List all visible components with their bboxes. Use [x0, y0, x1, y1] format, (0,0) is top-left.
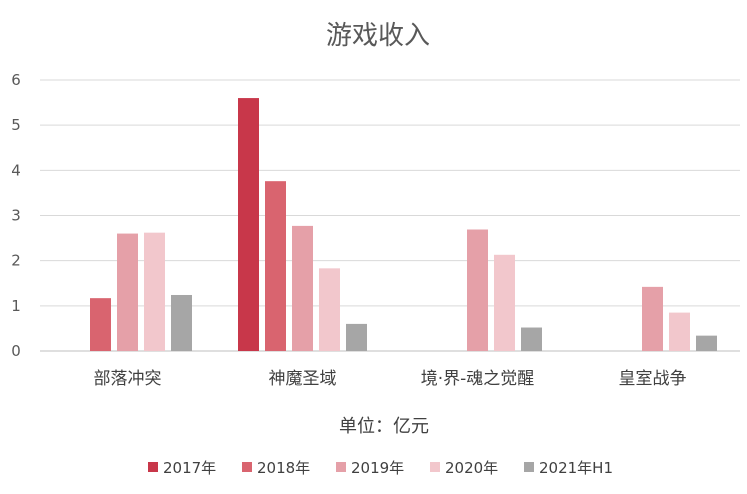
- legend-swatch: [430, 462, 440, 472]
- bar: [521, 327, 542, 351]
- bar: [696, 335, 717, 351]
- x-tick-label: 神魔圣域: [269, 369, 337, 389]
- bar: [346, 323, 367, 351]
- bar: [238, 98, 259, 351]
- unit-label: 单位：亿元: [339, 416, 429, 437]
- legend-label: 2021年H1: [539, 459, 613, 477]
- y-tick-label: 0: [11, 342, 21, 360]
- legend-label: 2018年: [257, 459, 310, 477]
- y-tick-label: 4: [11, 161, 21, 179]
- bar: [319, 268, 340, 351]
- bar: [90, 298, 111, 351]
- y-tick-label: 6: [11, 71, 21, 89]
- bar: [265, 181, 286, 351]
- bar: [117, 233, 138, 351]
- legend-swatch: [524, 462, 534, 472]
- y-tick-label: 1: [11, 297, 21, 315]
- legend-label: 2020年: [445, 459, 498, 477]
- legend-swatch: [242, 462, 252, 472]
- y-tick-label: 3: [11, 207, 21, 225]
- legend-label: 2017年: [163, 459, 216, 477]
- x-tick-label: 皇室战争: [619, 369, 687, 389]
- bar: [171, 294, 192, 351]
- bar: [292, 225, 313, 351]
- legend-swatch: [148, 462, 158, 472]
- x-tick-label: 境·界-魂之觉醒: [421, 369, 535, 389]
- x-tick-label: 部落冲突: [94, 369, 162, 389]
- legend-swatch: [336, 462, 346, 472]
- bar: [669, 312, 690, 351]
- bar: [494, 254, 515, 351]
- bar: [467, 229, 488, 351]
- chart-title: 游戏收入: [326, 21, 430, 51]
- y-tick-label: 5: [11, 116, 21, 134]
- legend-label: 2019年: [351, 459, 404, 477]
- bar: [144, 232, 165, 351]
- y-tick-label: 2: [11, 252, 21, 270]
- bar: [642, 286, 663, 351]
